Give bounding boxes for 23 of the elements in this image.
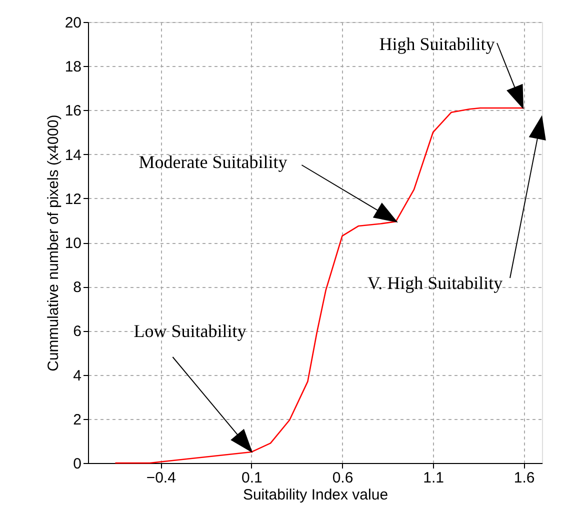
x-tick-label: 1.6 — [514, 470, 535, 486]
y-tick-label: 18 — [64, 58, 82, 76]
y-tick-label: 16 — [64, 102, 82, 120]
line-series — [114, 107, 524, 464]
y-tick-label: 0 — [73, 456, 82, 472]
x-axis-title: Suitability Index value — [242, 486, 388, 504]
x-tick-label: −0.4 — [146, 470, 176, 486]
annotation: V. High Suitability — [367, 273, 503, 293]
x-tick-label: 0.1 — [242, 470, 262, 486]
x-tick-label: 1.1 — [423, 470, 444, 486]
annotation: Low Suitability — [134, 321, 246, 341]
y-tick-label: 14 — [64, 146, 82, 164]
y-tick-label: 4 — [73, 367, 82, 384]
annotation: Moderate Suitability — [138, 152, 288, 172]
x-tick-label: 0.6 — [332, 470, 354, 486]
y-tick-label: 6 — [73, 323, 82, 340]
y-tick-label: 12 — [64, 190, 82, 208]
y-tick-label: 8 — [73, 279, 82, 296]
y-tick-label: 10 — [64, 235, 82, 252]
annotation: High Suitability — [379, 34, 495, 54]
y-tick-label: 20 — [64, 14, 82, 32]
y-axis-title: Cummulative number of pixels (x4000) — [44, 114, 62, 372]
y-tick-label: 2 — [73, 411, 82, 428]
